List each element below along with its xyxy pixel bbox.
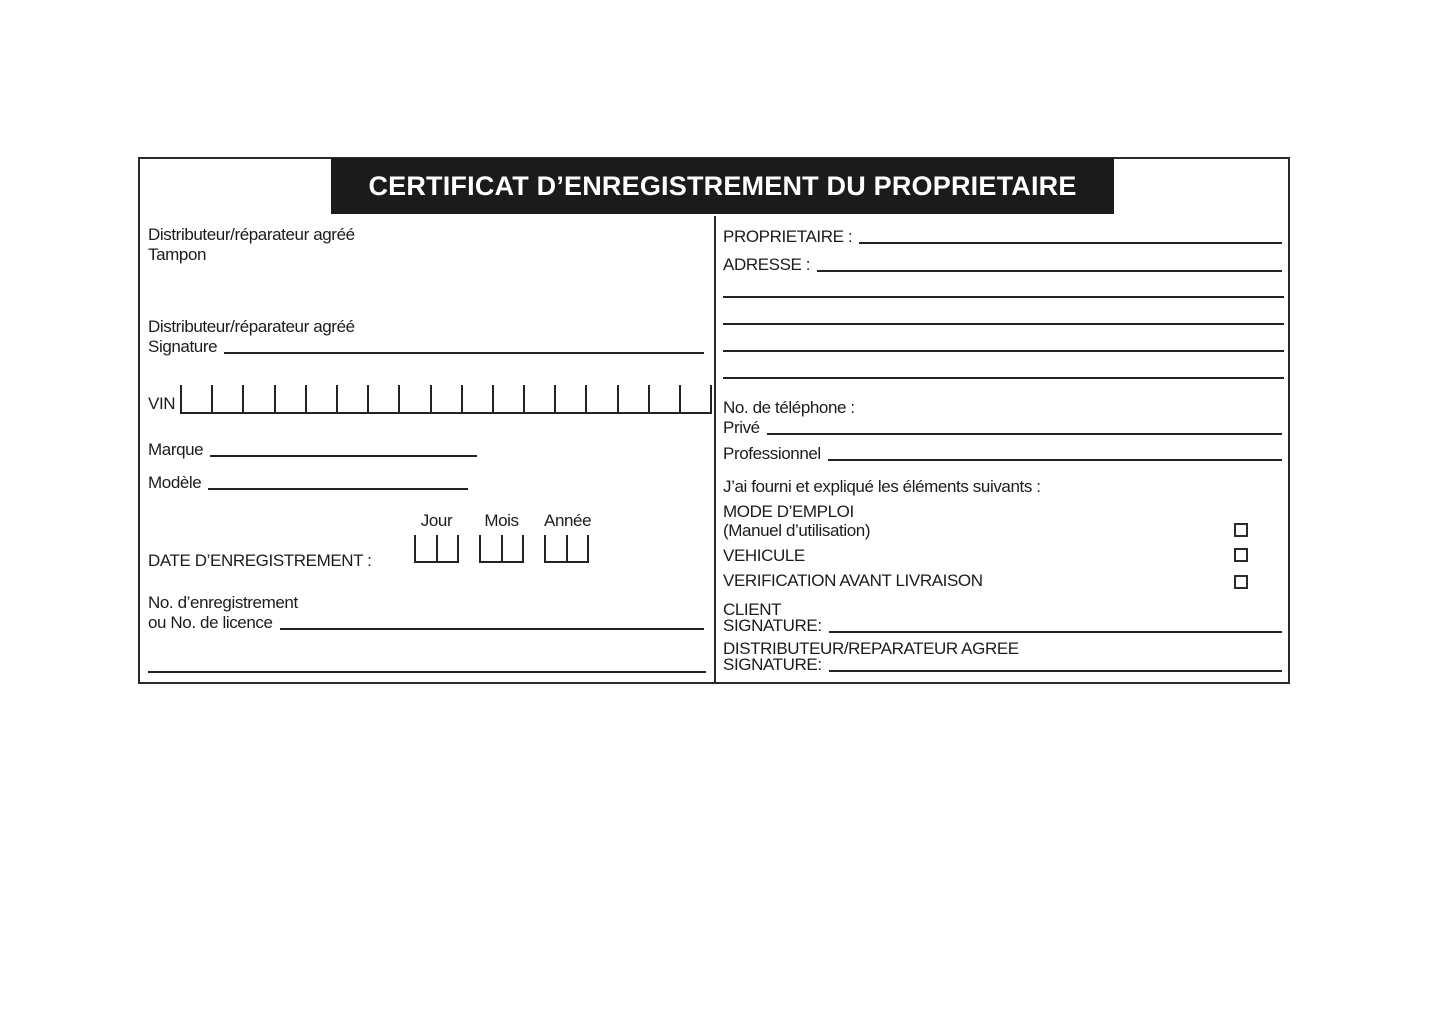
vin-cell[interactable] xyxy=(180,385,211,412)
proprietaire-row: PROPRIETAIRE : xyxy=(723,227,1284,247)
vin-cell[interactable] xyxy=(398,385,429,412)
dealer-signature-line1: Distributeur/réparateur agréé xyxy=(148,317,355,336)
date-cell[interactable] xyxy=(500,535,524,561)
date-box-labels: Jour Mois Année xyxy=(414,511,592,531)
date-cell[interactable] xyxy=(435,535,459,561)
vin-cell[interactable] xyxy=(491,385,523,412)
date-group-label: Année xyxy=(544,511,592,530)
telephone-label: No. de téléphone : xyxy=(723,398,855,417)
adresse-label: ADRESSE : xyxy=(723,255,811,274)
mode-emploi-label: MODE D’EMPLOI xyxy=(723,502,854,521)
date-group xyxy=(479,535,524,563)
vin-cells xyxy=(180,385,713,414)
adresse-row: ADRESSE : xyxy=(723,255,1284,275)
mode-emploi-sublabel: (Manuel d’utilisation) xyxy=(723,521,871,540)
vin-cell[interactable] xyxy=(523,385,554,412)
registration-no-line2: ou No. de licence xyxy=(148,613,273,632)
proprietaire-label: PROPRIETAIRE : xyxy=(723,227,853,246)
professionnel-field[interactable] xyxy=(827,449,1282,461)
date-cell[interactable] xyxy=(414,535,436,561)
modele-field[interactable] xyxy=(208,478,468,490)
client-label: CLIENT xyxy=(723,600,782,619)
vehicule-label: VEHICULE xyxy=(723,546,805,565)
form-title-banner: CERTIFICAT D’ENREGISTREMENT DU PROPRIETA… xyxy=(331,158,1114,214)
client-signature-field[interactable] xyxy=(828,621,1282,633)
adresse-extra-line[interactable] xyxy=(723,323,1284,325)
vin-row: VIN xyxy=(148,385,713,414)
client-signature-row: SIGNATURE: xyxy=(723,616,1284,636)
date-group xyxy=(544,535,589,563)
prive-row: Privé xyxy=(723,418,1284,438)
registration-no-block: No. d’enregistrement ou No. de licence xyxy=(148,593,706,633)
proprietaire-field[interactable] xyxy=(859,232,1282,244)
adresse-extra-line[interactable] xyxy=(723,350,1284,352)
vin-cell[interactable] xyxy=(429,385,461,412)
vin-cell[interactable] xyxy=(336,385,367,412)
vin-cell[interactable] xyxy=(585,385,616,412)
date-cell[interactable] xyxy=(479,535,501,561)
dealer-stamp-line1: Distributeur/réparateur agréé xyxy=(148,225,355,244)
column-divider xyxy=(714,216,716,682)
left-extra-line[interactable] xyxy=(148,671,706,673)
verification-checkbox[interactable] xyxy=(1234,575,1248,589)
professionnel-label: Professionnel xyxy=(723,444,821,463)
dealer-stamp-block: Distributeur/réparateur agréé Tampon xyxy=(148,225,355,265)
vin-cell[interactable] xyxy=(554,385,585,412)
dealer-agree-signature-field[interactable] xyxy=(828,660,1282,672)
dealer-agree-signature-label: SIGNATURE: xyxy=(723,655,822,674)
prive-field[interactable] xyxy=(766,423,1282,435)
verification-label: VERIFICATION AVANT LIVRAISON xyxy=(723,571,983,590)
adresse-field[interactable] xyxy=(817,260,1282,272)
professionnel-row: Professionnel xyxy=(723,444,1284,464)
provided-intro: J’ai fourni et expliqué les éléments sui… xyxy=(723,477,1041,496)
date-label: DATE D’ENREGISTREMENT : xyxy=(148,551,372,570)
registration-no-field[interactable] xyxy=(279,618,704,630)
dealer-signature-block: Distributeur/réparateur agréé Signature xyxy=(148,317,706,357)
date-group-label: Jour xyxy=(420,511,453,530)
form-title: CERTIFICAT D’ENREGISTREMENT DU PROPRIETA… xyxy=(368,171,1077,201)
vin-cell[interactable] xyxy=(616,385,648,412)
vin-cell[interactable] xyxy=(678,385,713,412)
registration-no-line1: No. d’enregistrement xyxy=(148,593,298,612)
vin-cell[interactable] xyxy=(304,385,336,412)
dealer-signature-label: Signature xyxy=(148,337,218,356)
date-box-groups xyxy=(414,535,589,563)
modele-row: Modèle xyxy=(148,473,470,493)
date-cell[interactable] xyxy=(544,535,566,561)
date-cell[interactable] xyxy=(565,535,589,561)
dealer-stamp-line2: Tampon xyxy=(148,245,207,264)
vin-cell[interactable] xyxy=(273,385,305,412)
vin-cell[interactable] xyxy=(242,385,273,412)
marque-row: Marque xyxy=(148,440,479,460)
dealer-signature-field[interactable] xyxy=(224,342,704,354)
vin-cell[interactable] xyxy=(211,385,242,412)
adresse-extra-line[interactable] xyxy=(723,377,1284,379)
vehicule-checkbox[interactable] xyxy=(1234,548,1248,562)
dealer-agree-label: DISTRIBUTEUR/REPARATEUR AGREE xyxy=(723,639,1019,658)
date-group xyxy=(414,535,459,563)
registration-certificate-form: CERTIFICAT D’ENREGISTREMENT DU PROPRIETA… xyxy=(138,157,1290,684)
vin-cell[interactable] xyxy=(460,385,492,412)
adresse-extra-line[interactable] xyxy=(723,296,1284,298)
client-signature-label: SIGNATURE: xyxy=(723,616,822,635)
vin-label: VIN xyxy=(148,394,176,413)
dealer-agree-signature-row: SIGNATURE: xyxy=(723,655,1284,675)
vin-cell[interactable] xyxy=(367,385,398,412)
modele-label: Modèle xyxy=(148,473,202,492)
marque-field[interactable] xyxy=(210,445,477,457)
prive-label: Privé xyxy=(723,418,760,437)
date-group-label: Mois xyxy=(484,511,519,530)
mode-emploi-checkbox[interactable] xyxy=(1234,523,1248,537)
marque-label: Marque xyxy=(148,440,204,459)
vin-cell[interactable] xyxy=(647,385,679,412)
